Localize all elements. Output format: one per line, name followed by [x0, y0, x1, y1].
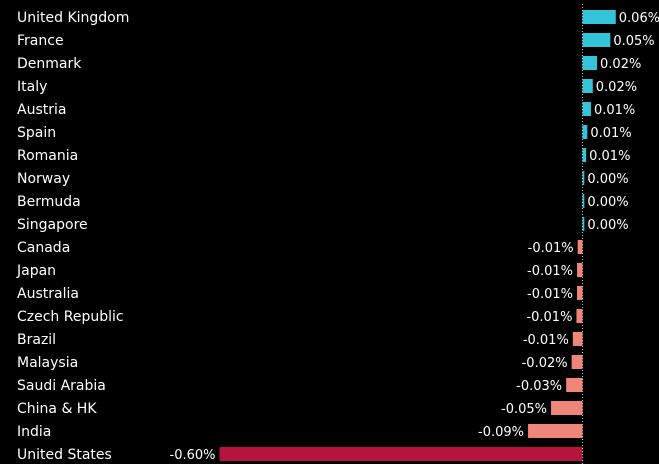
category-label-denmark: Denmark [17, 56, 82, 72]
bars-group [219, 10, 616, 461]
value-label-italy: 0.02% [596, 80, 637, 95]
value-label-bermuda: 0.00% [587, 195, 628, 210]
bar-romania [582, 148, 587, 162]
category-label-china-and-hk: China & HK [17, 401, 97, 417]
bar-india [528, 424, 583, 438]
category-label-bermuda: Bermuda [17, 194, 81, 210]
value-label-china-and-hk: -0.05% [501, 402, 547, 417]
bar-united-kingdom [582, 10, 616, 24]
category-label-czech-republic: Czech Republic [17, 309, 124, 325]
bar-france [582, 33, 611, 47]
value-label-japan: -0.01% [527, 264, 573, 279]
bar-china-and-hk [551, 401, 583, 415]
category-label-italy: Italy [17, 79, 47, 95]
bar-japan [577, 263, 583, 277]
bar-australia [577, 286, 583, 300]
bar-spain [582, 125, 588, 139]
value-label-czech-republic: -0.01% [526, 310, 572, 325]
category-label-malaysia: Malaysia [17, 355, 78, 371]
category-label-united-states: United States [17, 447, 112, 463]
bar-saudi-arabia [566, 378, 583, 392]
bar-malaysia [571, 355, 583, 369]
category-label-japan: Japan [16, 263, 56, 279]
category-label-singapore: Singapore [17, 217, 88, 233]
category-label-australia: Australia [17, 286, 79, 302]
value-label-singapore: 0.00% [587, 218, 628, 233]
value-label-united-kingdom: 0.06% [619, 11, 659, 26]
category-label-saudi-arabia: Saudi Arabia [17, 378, 106, 394]
bar-bermuda [582, 194, 585, 208]
category-label-brazil: Brazil [17, 332, 56, 348]
value-label-france: 0.05% [613, 34, 654, 49]
value-label-norway: 0.00% [587, 172, 628, 187]
value-label-india: -0.09% [478, 425, 524, 440]
category-label-romania: Romania [17, 148, 78, 164]
value-label-austria: 0.01% [594, 103, 635, 118]
bar-norway [582, 171, 585, 185]
value-label-united-states: -0.60% [170, 448, 216, 463]
value-label-denmark: 0.02% [600, 57, 641, 72]
value-label-canada: -0.01% [528, 241, 574, 256]
category-label-norway: Norway [17, 171, 70, 187]
value-label-spain: 0.01% [590, 126, 631, 141]
value-label-australia: -0.01% [527, 287, 573, 302]
bar-canada [577, 240, 583, 254]
bar-brazil [572, 332, 583, 346]
bar-italy [582, 79, 593, 93]
bar-united-states [219, 447, 583, 461]
value-label-brazil: -0.01% [523, 333, 569, 348]
category-label-france: France [17, 33, 64, 49]
category-label-canada: Canada [17, 240, 70, 256]
bar-singapore [582, 217, 585, 231]
bar-czech-republic [576, 309, 583, 323]
labels-group: United Kingdom 0.06% France 0.05% Denmark 0.0… [16, 10, 659, 463]
value-label-malaysia: -0.02% [522, 356, 568, 371]
category-label-spain: Spain [17, 125, 56, 141]
category-label-austria: Austria [17, 102, 66, 118]
bar-denmark [582, 56, 598, 70]
category-label-united-kingdom: United Kingdom [17, 10, 129, 26]
value-label-romania: 0.01% [589, 149, 630, 164]
bar-austria [582, 102, 591, 116]
category-label-india: India [17, 424, 51, 440]
value-label-saudi-arabia: -0.03% [516, 379, 562, 394]
